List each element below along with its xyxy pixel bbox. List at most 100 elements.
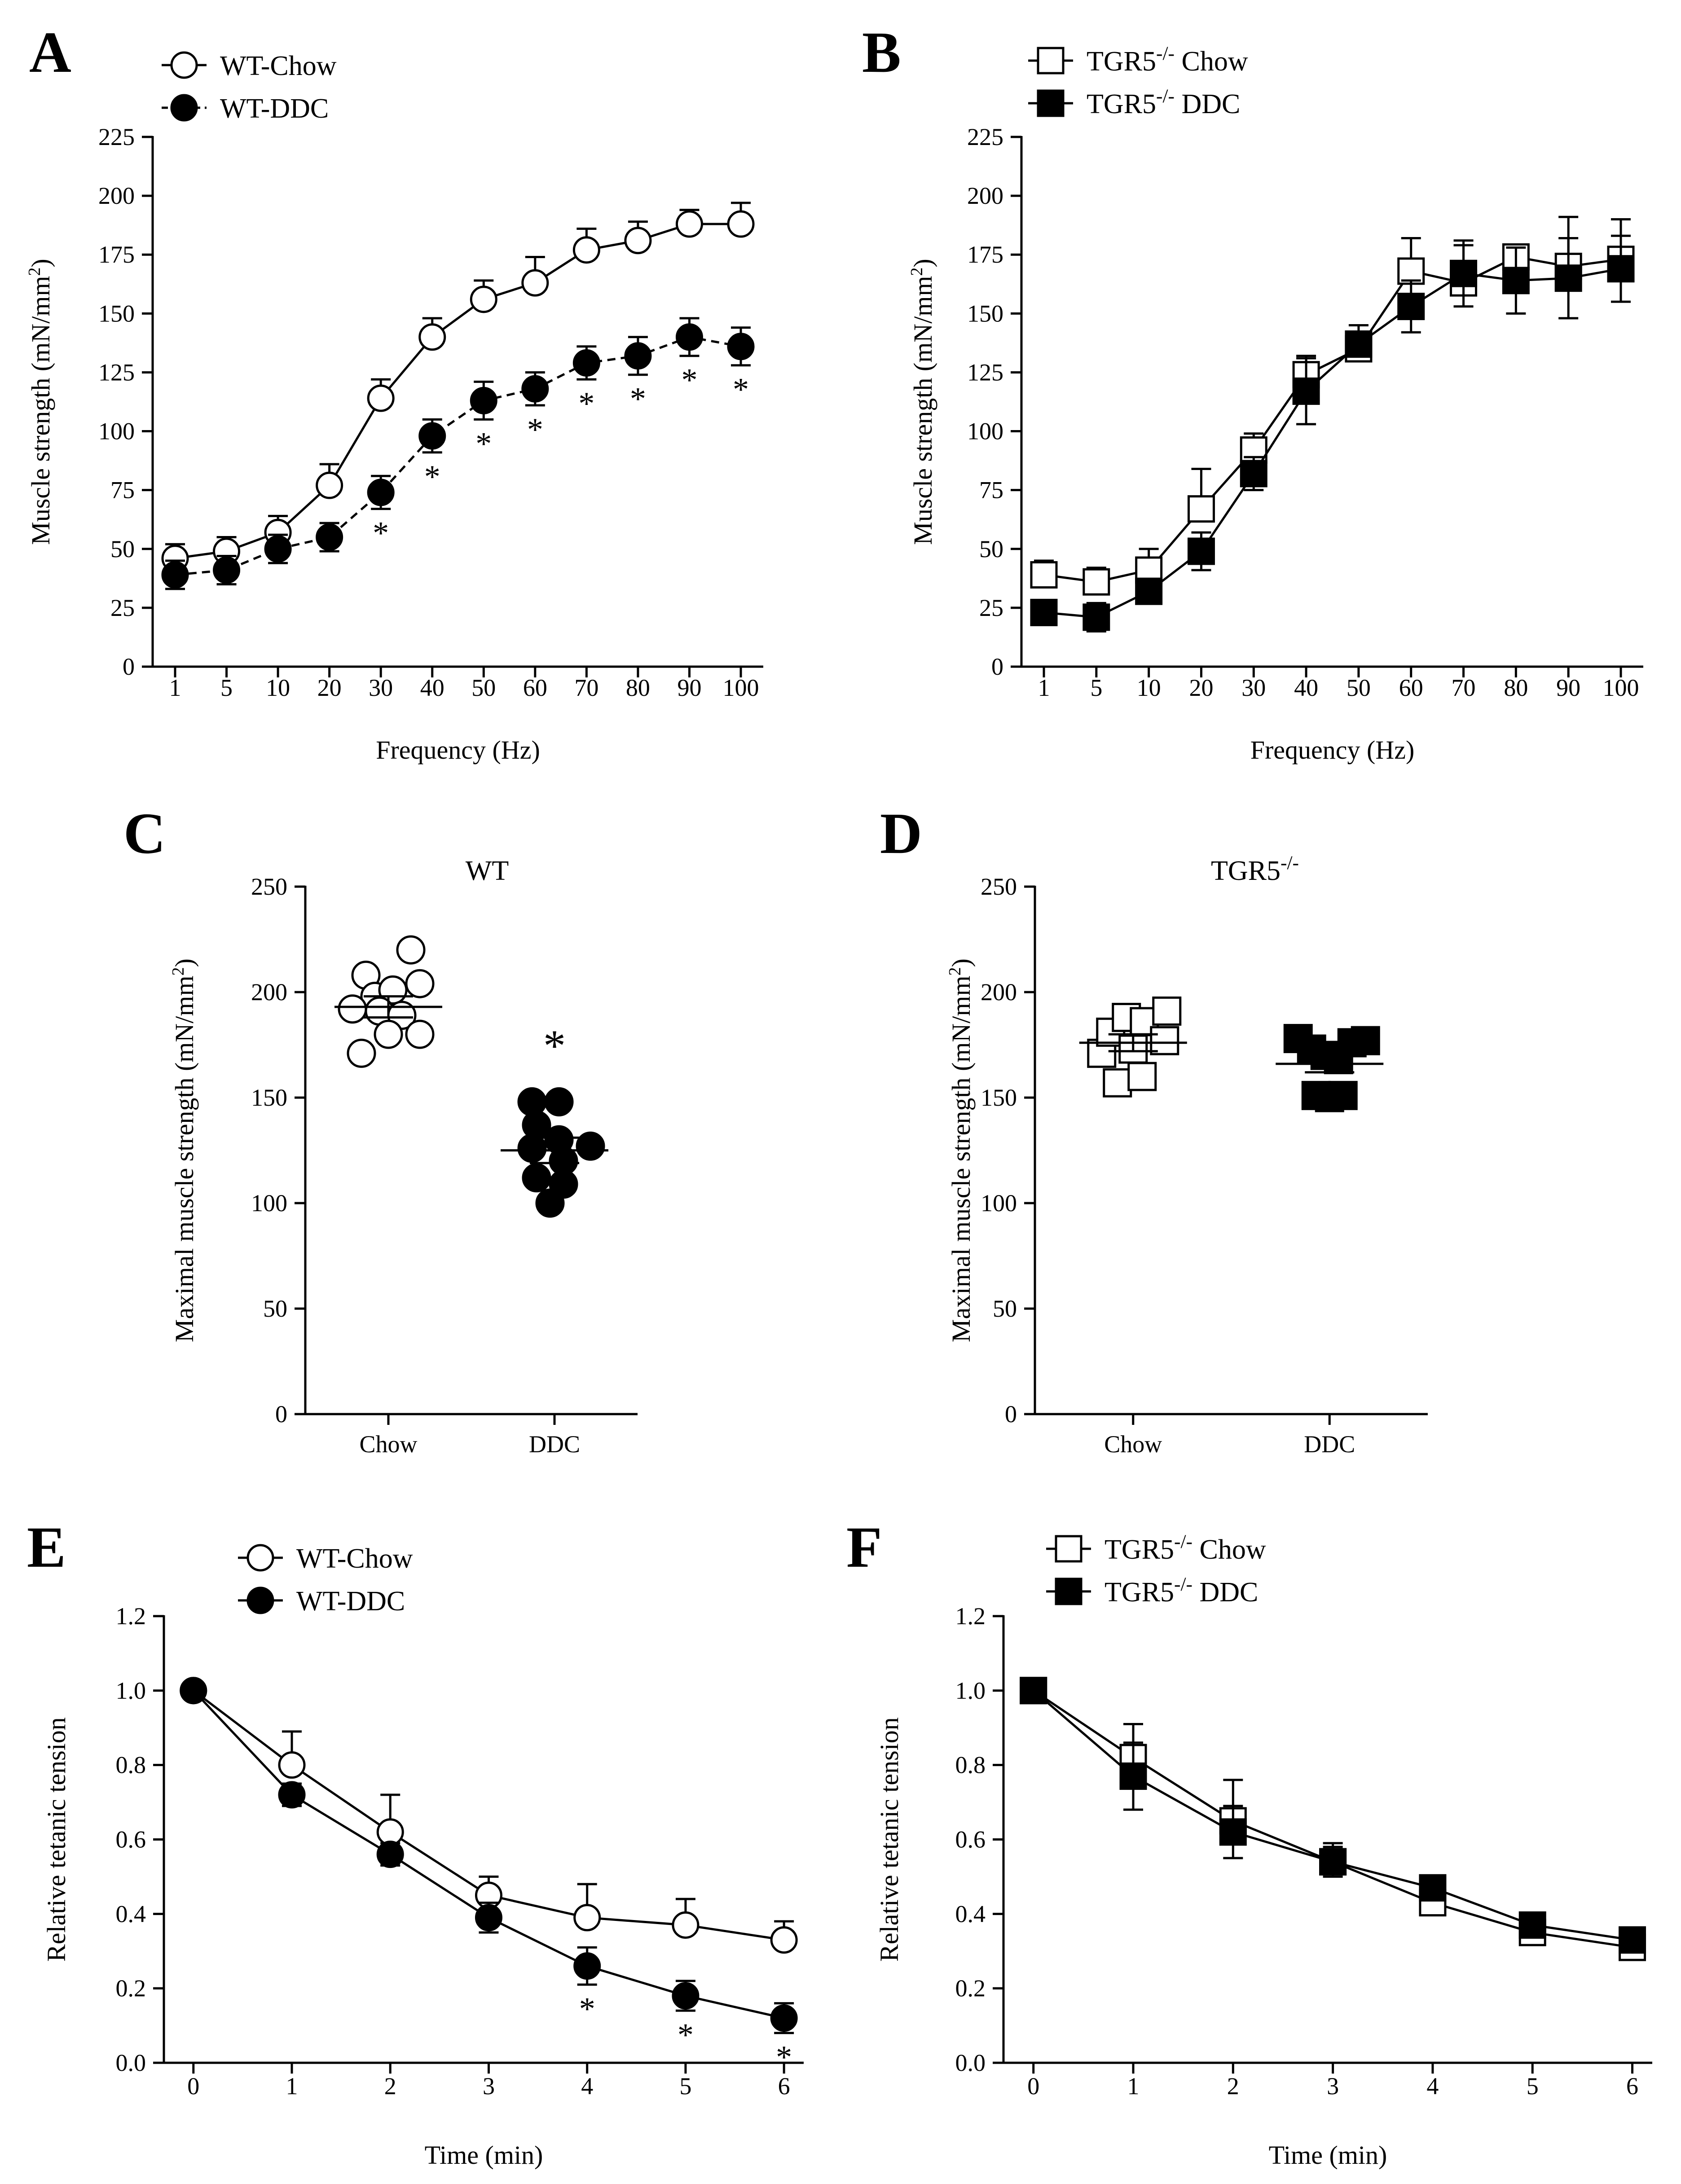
significance-star: * (578, 386, 594, 422)
series-tgr5-chow (1020, 1677, 1646, 1961)
legend-marker (1055, 1535, 1083, 1563)
data-point (161, 561, 189, 589)
group-chow (1079, 996, 1187, 1098)
group-ddc (501, 1087, 608, 1218)
y-tick-label: 50 (263, 1295, 287, 1322)
data-point (770, 1926, 798, 1954)
data-point (521, 269, 549, 297)
series-wt-ddc (161, 317, 755, 590)
x-tick-label: 4 (581, 2073, 593, 2100)
data-point (1152, 996, 1182, 1026)
legend-marker (246, 1586, 274, 1614)
series-line (1043, 255, 1621, 583)
data-point (470, 387, 497, 414)
legend-item: WT-Chow (238, 1543, 413, 1574)
x-tick-label: 5 (1090, 674, 1102, 701)
data-point (1351, 1026, 1380, 1055)
x-tick-label: 6 (1626, 2073, 1638, 2100)
data-point (367, 384, 395, 412)
group-ddc (1276, 1024, 1384, 1112)
series-line (192, 1690, 784, 2019)
data-point (418, 422, 446, 450)
x-tick-label: DDC (1304, 1431, 1355, 1458)
significance-star: * (424, 459, 440, 495)
data-point (1083, 568, 1110, 596)
y-tick-label: 125 (967, 359, 1003, 386)
x-axis-title: Frequency (Hz) (376, 735, 540, 765)
data-point (727, 333, 755, 360)
data-point (316, 523, 343, 551)
y-axis-title: Muscle strength (mN/mm2) (25, 259, 55, 545)
x-tick-label: 20 (1189, 674, 1213, 701)
x-tick-label: 3 (483, 2073, 495, 2100)
data-point (535, 1188, 565, 1218)
data-point (521, 375, 549, 403)
data-point (1328, 1081, 1358, 1110)
legend-item: WT-Chow (162, 51, 337, 81)
y-tick-label: 125 (98, 359, 135, 386)
data-point (347, 1038, 376, 1068)
x-tick-label: 1 (1038, 674, 1050, 701)
panel-letter: E (27, 1515, 66, 1580)
y-tick-label: 0.0 (116, 2049, 146, 2076)
y-tick-label: 75 (110, 477, 135, 504)
data-point (338, 994, 367, 1024)
y-tick-label: 150 (981, 1084, 1017, 1111)
y-tick-label: 0.2 (116, 1975, 146, 2002)
x-tick-label: 5 (1527, 2073, 1539, 2100)
data-point (405, 969, 435, 998)
y-tick-label: 0.4 (116, 1900, 146, 1927)
data-point (1083, 603, 1110, 631)
x-tick-label: 5 (679, 2073, 691, 2100)
legend-marker (1037, 89, 1065, 117)
data-point (396, 935, 426, 965)
x-tick-label: 40 (1294, 674, 1318, 701)
panel-letter: C (123, 801, 166, 866)
legend-label: WT-Chow (296, 1543, 413, 1574)
x-tick-label: 80 (1504, 674, 1528, 701)
x-tick-label: 1 (169, 674, 181, 701)
y-tick-label: 50 (979, 536, 1003, 562)
data-point (278, 1751, 306, 1779)
x-tick-label: 30 (369, 674, 393, 701)
significance-star: * (373, 515, 389, 551)
data-point (1187, 495, 1215, 523)
y-tick-label: 175 (98, 241, 135, 268)
panel-letter: D (880, 801, 922, 866)
data-point (213, 556, 241, 584)
legend-marker (1055, 1578, 1083, 1605)
x-tick-label: 6 (778, 2073, 790, 2100)
data-point (1119, 1762, 1147, 1790)
data-point (475, 1904, 502, 1932)
y-tick-label: 250 (981, 873, 1017, 900)
significance-star: * (776, 2039, 792, 2075)
data-point (470, 286, 497, 313)
data-point (180, 1677, 207, 1705)
data-point (1450, 259, 1478, 287)
data-point (1219, 1818, 1247, 1846)
y-tick-label: 0.4 (955, 1900, 986, 1927)
y-tick-label: 1.2 (116, 1603, 146, 1630)
x-tick-label: DDC (529, 1431, 580, 1458)
data-point (367, 479, 395, 506)
data-point (573, 1952, 601, 1980)
data-point (1419, 1874, 1447, 1902)
data-point (1397, 293, 1425, 321)
y-tick-label: 0.8 (955, 1752, 986, 1779)
x-tick-label: 100 (1603, 674, 1639, 701)
group-chow (334, 935, 442, 1068)
x-axis-title: Time (min) (1269, 2140, 1387, 2170)
y-tick-label: 175 (967, 241, 1003, 268)
significance-star: * (543, 1021, 566, 1071)
legend-item: TGR5-/- Chow (1028, 43, 1248, 77)
x-tick-label: 3 (1327, 2073, 1339, 2100)
data-point (278, 1781, 306, 1809)
y-tick-label: 225 (967, 123, 1003, 150)
panel-letter: B (862, 20, 901, 85)
x-tick-label: 4 (1426, 2073, 1439, 2100)
x-tick-label: 40 (420, 674, 444, 701)
significance-star: * (681, 362, 697, 398)
significance-star: * (475, 426, 492, 461)
x-tick-label: 1 (286, 2073, 298, 2100)
